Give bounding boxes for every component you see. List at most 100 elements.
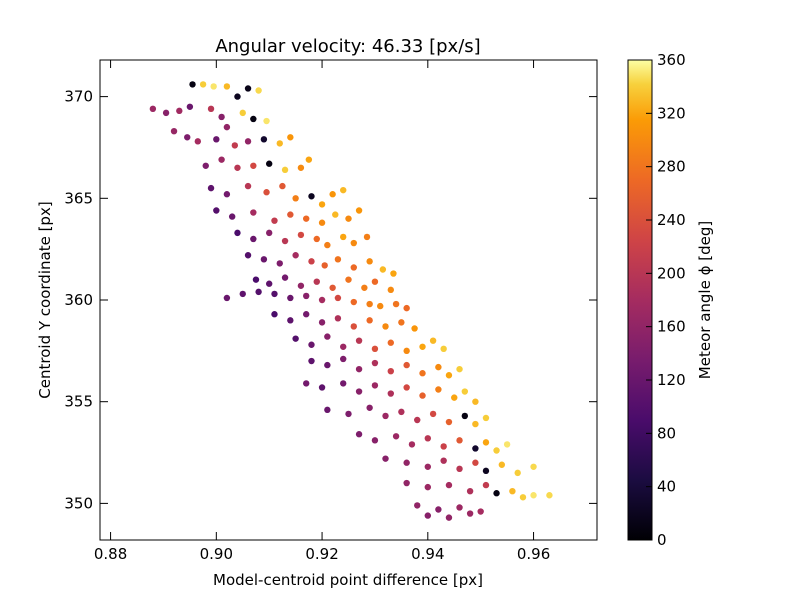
data-point	[445, 418, 453, 426]
data-point	[456, 365, 463, 373]
data-point	[355, 365, 363, 373]
data-point	[429, 337, 437, 344]
data-point	[403, 361, 410, 369]
data-point	[345, 276, 352, 283]
data-point	[482, 481, 490, 489]
data-point	[324, 241, 331, 249]
data-point	[419, 343, 426, 350]
data-point	[340, 343, 347, 350]
data-point	[456, 437, 463, 444]
data-point	[387, 390, 394, 397]
y-tick-label: 365	[64, 189, 93, 207]
data-point	[424, 435, 432, 442]
data-point	[218, 113, 225, 121]
data-point	[318, 296, 326, 304]
data-point	[414, 416, 421, 424]
data-point	[419, 392, 426, 399]
colorbar-axis: 0 40 80 120 160 200 240 280 320 360	[646, 51, 686, 549]
data-point	[250, 162, 257, 169]
data-point	[361, 284, 368, 291]
data-point	[276, 260, 283, 267]
data-point	[350, 264, 357, 271]
data-point	[530, 492, 537, 499]
x-tick-label: 0.92	[305, 545, 338, 563]
data-point	[345, 410, 352, 418]
data-point	[456, 504, 463, 511]
data-point	[345, 215, 352, 222]
data-point	[305, 156, 313, 163]
data-point	[371, 437, 379, 444]
data-point	[244, 138, 252, 145]
data-point	[403, 384, 410, 391]
data-point	[202, 162, 209, 169]
data-point	[387, 339, 394, 346]
data-point	[281, 237, 289, 245]
data-point	[292, 195, 299, 202]
data-point	[424, 512, 432, 519]
x-axis: 0.88 0.90 0.92 0.94 0.96	[94, 60, 550, 563]
y-tick-label: 360	[64, 291, 93, 309]
data-point	[472, 445, 479, 452]
data-point	[503, 441, 511, 448]
data-point	[350, 298, 357, 306]
data-point	[340, 355, 347, 363]
data-point	[281, 166, 289, 174]
data-point	[223, 191, 231, 198]
data-point	[366, 404, 373, 411]
data-point	[445, 481, 453, 489]
data-point	[287, 211, 294, 218]
chart-title: Angular velocity: 46.33 [px/s]	[215, 36, 480, 57]
data-point	[355, 431, 363, 438]
data-point	[403, 347, 410, 355]
data-point	[398, 319, 405, 326]
colorbar-tick-label: 80	[657, 424, 676, 442]
data-point	[466, 510, 474, 517]
data-point	[265, 160, 273, 167]
data-point	[371, 359, 379, 367]
x-tick-label: 0.96	[517, 545, 550, 563]
data-point	[472, 420, 479, 428]
data-point	[408, 441, 416, 448]
data-point	[189, 81, 196, 88]
data-point	[303, 380, 310, 387]
data-point	[324, 361, 331, 369]
data-point	[366, 300, 373, 308]
data-point	[170, 127, 178, 135]
x-tick-label: 0.90	[200, 545, 233, 563]
data-point	[371, 382, 379, 389]
data-point	[149, 105, 157, 113]
data-point	[271, 217, 278, 224]
data-point	[244, 252, 252, 259]
data-point	[207, 105, 215, 113]
data-point	[414, 502, 421, 509]
data-point	[451, 394, 458, 401]
data-point	[493, 490, 500, 497]
data-point	[482, 414, 490, 422]
x-axis-label: Model-centroid point difference [px]	[213, 571, 483, 589]
data-point	[435, 363, 442, 371]
data-point	[239, 290, 246, 298]
data-point	[244, 85, 252, 92]
data-point	[363, 233, 371, 241]
data-point	[318, 319, 326, 326]
data-point	[250, 115, 257, 123]
colorbar-tick-label: 360	[657, 51, 686, 69]
data-point	[213, 136, 220, 143]
data-point	[392, 433, 400, 440]
data-point	[546, 492, 553, 499]
y-tick-label: 370	[64, 88, 93, 106]
data-point	[260, 256, 268, 263]
data-point	[297, 231, 305, 239]
data-point	[255, 288, 262, 296]
data-point	[445, 372, 453, 379]
data-point	[239, 109, 246, 117]
colorbar-tick-label: 120	[657, 371, 686, 389]
data-point	[509, 487, 516, 495]
data-point	[303, 292, 310, 300]
data-point	[234, 93, 241, 100]
data-point	[387, 286, 394, 294]
data-point	[392, 300, 400, 308]
data-point	[318, 201, 326, 208]
